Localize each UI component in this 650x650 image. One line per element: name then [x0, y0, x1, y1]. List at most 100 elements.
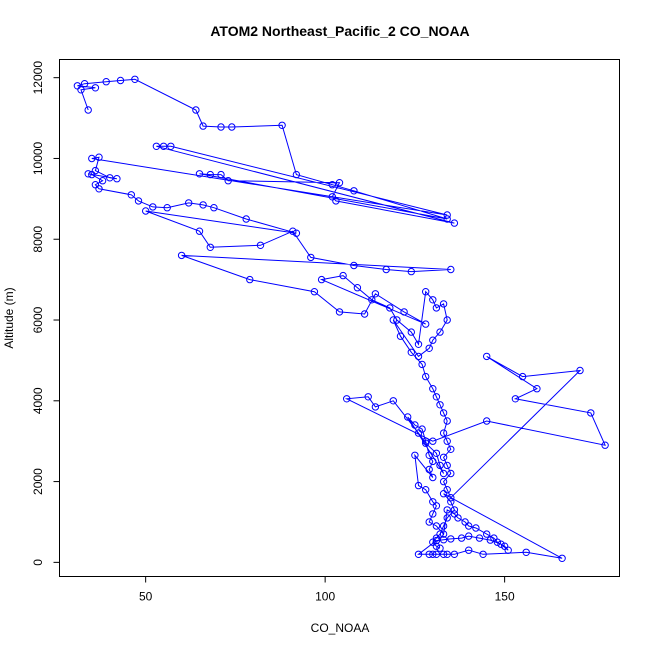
data-point	[422, 320, 430, 328]
data-point	[310, 288, 319, 296]
data-point	[576, 366, 584, 375]
data-point	[84, 170, 92, 178]
data-point	[429, 550, 437, 558]
data-point	[439, 453, 448, 461]
x-tick-label: 100	[315, 590, 335, 604]
data-point	[475, 534, 484, 542]
data-point	[425, 451, 433, 459]
data-point	[199, 122, 207, 130]
data-point	[450, 506, 459, 514]
data-point	[483, 417, 491, 425]
data-point	[206, 243, 215, 252]
data-point	[418, 360, 426, 369]
data-point	[206, 170, 215, 179]
data-point	[91, 84, 100, 92]
data-point	[429, 296, 437, 304]
x-axis-label: CO_NOAA	[311, 621, 370, 635]
data-point	[256, 241, 265, 250]
data-point	[177, 251, 186, 260]
data-point	[400, 308, 408, 316]
data-point	[84, 106, 92, 114]
data-point	[429, 385, 437, 393]
data-point	[393, 316, 401, 324]
data-point	[429, 336, 437, 344]
y-tick-label: 10000	[31, 141, 45, 175]
data-point	[479, 550, 487, 558]
data-point	[436, 461, 444, 470]
data-point	[350, 187, 358, 195]
data-point	[457, 534, 466, 542]
data-point	[587, 409, 595, 417]
data-point	[472, 524, 480, 532]
data-point	[414, 340, 423, 348]
data-point	[436, 544, 444, 552]
data-point	[425, 465, 433, 474]
data-point	[522, 548, 530, 556]
data-point	[447, 469, 455, 478]
data-point	[353, 284, 362, 292]
data-point	[465, 532, 473, 540]
data-point	[422, 372, 430, 381]
data-point	[292, 170, 301, 179]
data-point	[159, 142, 168, 151]
data-point	[217, 123, 225, 131]
y-tick-label: 12000	[31, 61, 45, 95]
data-point	[486, 536, 494, 544]
data-point	[307, 253, 315, 262]
data-point	[396, 332, 405, 340]
data-point	[504, 546, 512, 554]
data-point	[432, 393, 441, 401]
y-axis-label: Altitude (m)	[2, 287, 16, 348]
data-point	[404, 413, 412, 421]
data-point	[210, 204, 218, 212]
data-point	[447, 535, 455, 543]
data-point	[447, 494, 455, 502]
data-point	[414, 550, 423, 558]
data-point	[422, 288, 430, 296]
data-point	[447, 265, 455, 274]
data-point	[454, 514, 462, 522]
data-point	[332, 197, 340, 205]
data-point	[95, 185, 103, 193]
data-point	[432, 449, 441, 457]
data-point	[439, 469, 448, 478]
data-point	[278, 121, 286, 130]
data-point	[518, 372, 527, 381]
data-point	[432, 542, 441, 550]
data-point	[429, 473, 437, 482]
data-point	[418, 425, 426, 433]
data-point	[163, 204, 171, 212]
data-point	[106, 174, 114, 182]
data-point	[483, 530, 491, 538]
data-point	[242, 215, 250, 223]
data-point	[88, 154, 96, 163]
data-point	[432, 304, 441, 312]
y-tick-label: 2000	[31, 468, 45, 495]
data-point	[558, 554, 566, 562]
data-point	[317, 275, 326, 284]
data-point	[371, 290, 380, 298]
data-point	[447, 445, 455, 453]
data-point	[95, 153, 103, 161]
data-point	[142, 207, 150, 215]
data-point	[533, 385, 541, 393]
data-point	[195, 170, 204, 178]
data-point	[436, 328, 444, 336]
x-tick-label: 50	[139, 590, 153, 604]
data-point	[185, 199, 193, 207]
data-point	[364, 393, 372, 401]
data-point	[217, 170, 225, 179]
y-tick-label: 4000	[31, 387, 45, 414]
data-point	[465, 522, 473, 530]
data-point	[360, 310, 369, 318]
data-point	[131, 75, 139, 84]
data-point	[443, 316, 451, 324]
data-point	[407, 328, 415, 336]
data-point	[601, 441, 609, 449]
data-point	[439, 409, 448, 417]
data-point	[432, 550, 441, 558]
y-tick-label: 8000	[31, 226, 45, 253]
data-point	[429, 457, 437, 466]
plot-frame	[59, 59, 620, 577]
data-point	[443, 461, 451, 470]
